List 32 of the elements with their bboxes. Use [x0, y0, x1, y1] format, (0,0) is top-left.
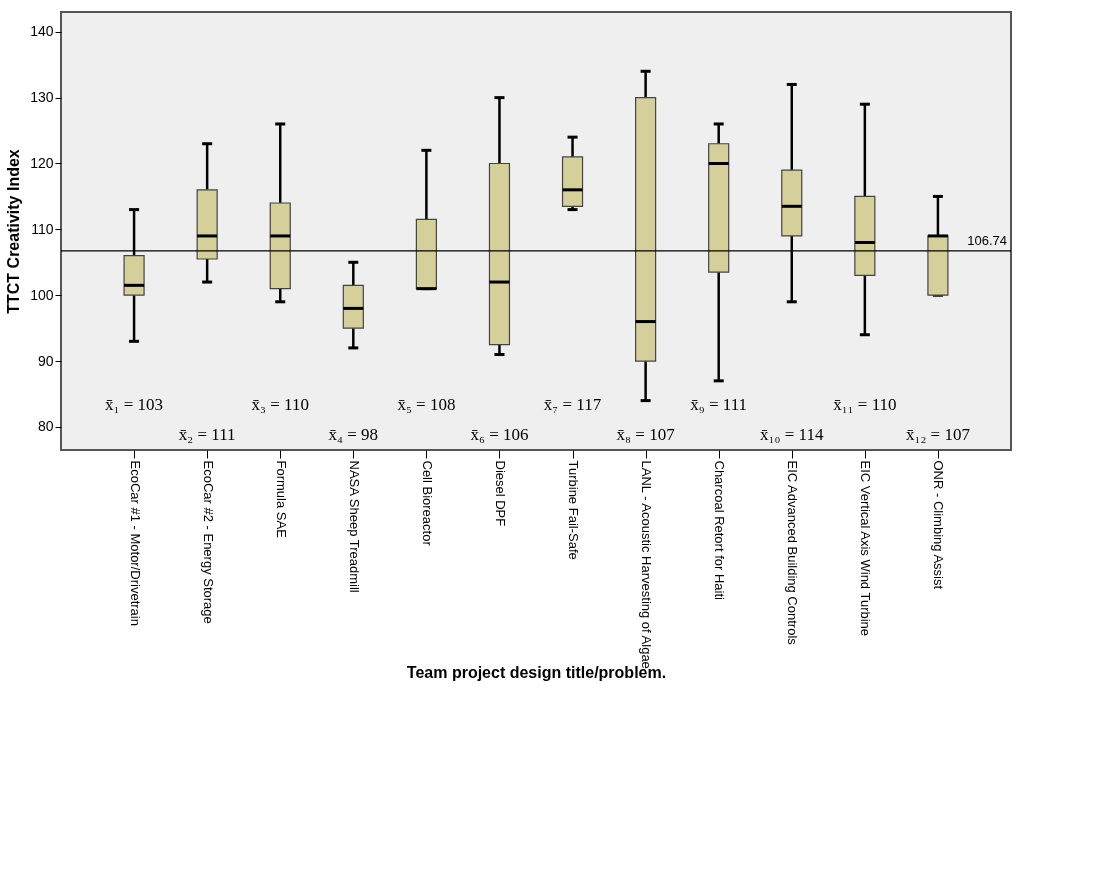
- x-tick-label: EIC Vertical Axis Wind Turbine: [858, 460, 874, 637]
- x-tick-label: EcoCar #2 - Energy Storage: [200, 460, 216, 624]
- annotation: x̄₁₁ = 110: [833, 395, 897, 414]
- y-tick-label: 110: [31, 220, 54, 237]
- x-tick-label: Diesel DPF: [492, 460, 508, 527]
- annotation: x̄₇ = 117: [543, 395, 602, 414]
- x-tick-label: ONR - Climbing Assist: [931, 460, 947, 590]
- annotation: x̄₂ = 111: [178, 425, 236, 444]
- x-tick-label: Turbine Fail-Safe: [566, 460, 582, 560]
- annotation: x̄₆ = 106: [470, 425, 529, 444]
- annotation: x̄₁ = 103: [105, 395, 164, 414]
- y-tick-label: 120: [30, 154, 54, 171]
- y-tick-label: 140: [30, 23, 54, 40]
- annotation: x̄₃ = 110: [251, 395, 309, 414]
- annotation: x̄₄ = 98: [328, 425, 379, 444]
- x-tick-label: NASA Sheep Treadmill: [346, 460, 362, 593]
- x-tick-label: Formula SAE: [273, 460, 289, 539]
- y-axis-title: TTCT Creativity Index: [5, 149, 23, 314]
- annotation: x̄₁₀ = 114: [760, 425, 824, 444]
- x-tick-label: EIC Advanced Building Controls: [785, 460, 801, 646]
- x-tick-label: Cell Bioreactor: [419, 460, 435, 547]
- annotation: x̄₅ = 108: [397, 395, 456, 414]
- y-tick-label: 80: [37, 418, 54, 435]
- x-tick-label: EcoCar #1 - Motor/Drivetrain: [127, 460, 143, 626]
- y-tick-label: 100: [30, 286, 54, 303]
- ref-line-label: 106.74: [967, 232, 1007, 248]
- annotation: x̄₉ = 111: [690, 395, 748, 414]
- y-tick-label: 130: [30, 89, 54, 106]
- y-tick-label: 90: [37, 352, 54, 369]
- annotation: x̄₁₂ = 107: [905, 425, 971, 444]
- annotation: x̄₈ = 107: [616, 425, 676, 444]
- x-tick-label: Charcoal Retort for Haiti: [712, 460, 728, 601]
